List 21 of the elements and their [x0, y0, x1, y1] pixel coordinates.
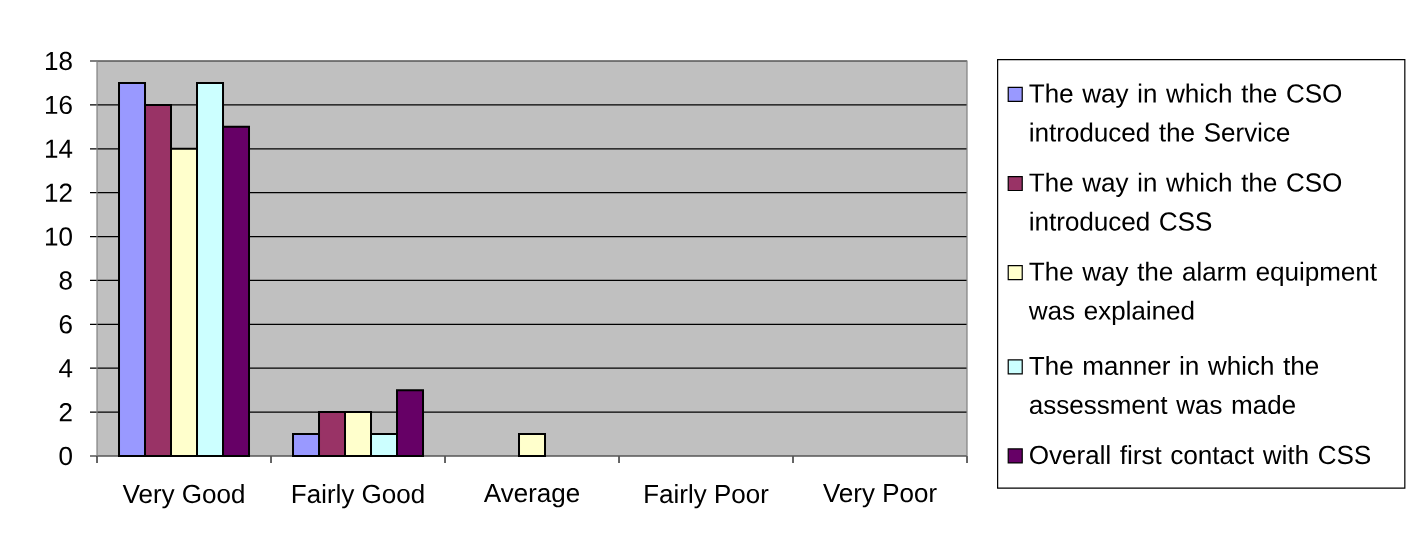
- x-tick-label: Fairly Good: [292, 484, 424, 509]
- y-tick-label: 4: [59, 359, 73, 378]
- legend-label: The way the alarm equipment was explained: [1028, 261, 1377, 326]
- legend-label: Overall first contact with CSS: [1030, 445, 1371, 465]
- y-tick-label: 14: [46, 139, 73, 158]
- x-tick-label: Very Good: [122, 484, 244, 509]
- legend-label: The way in which the CSO introduced CSS: [1029, 172, 1342, 231]
- y-tick-label: 0: [59, 446, 72, 466]
- x-tick-label: Fairly Poor: [645, 484, 769, 509]
- y-tick-label: 6: [59, 315, 72, 334]
- x-tick-label: Average: [483, 484, 580, 508]
- y-tick-label: 12: [46, 183, 72, 202]
- y-tick-label: 16: [46, 95, 72, 115]
- x-tick-label: Very Poor: [823, 484, 937, 508]
- legend-label: The manner in which the assessment was made: [1029, 356, 1319, 415]
- y-tick-label: 10: [46, 227, 72, 246]
- y-tick-label: 2: [59, 403, 72, 422]
- y-tick-label: 18: [46, 51, 72, 71]
- legend-label: The way in which the CSO introduced the Service: [1029, 83, 1342, 142]
- y-tick-label: 8: [59, 271, 72, 290]
- bar: [518, 433, 547, 457]
